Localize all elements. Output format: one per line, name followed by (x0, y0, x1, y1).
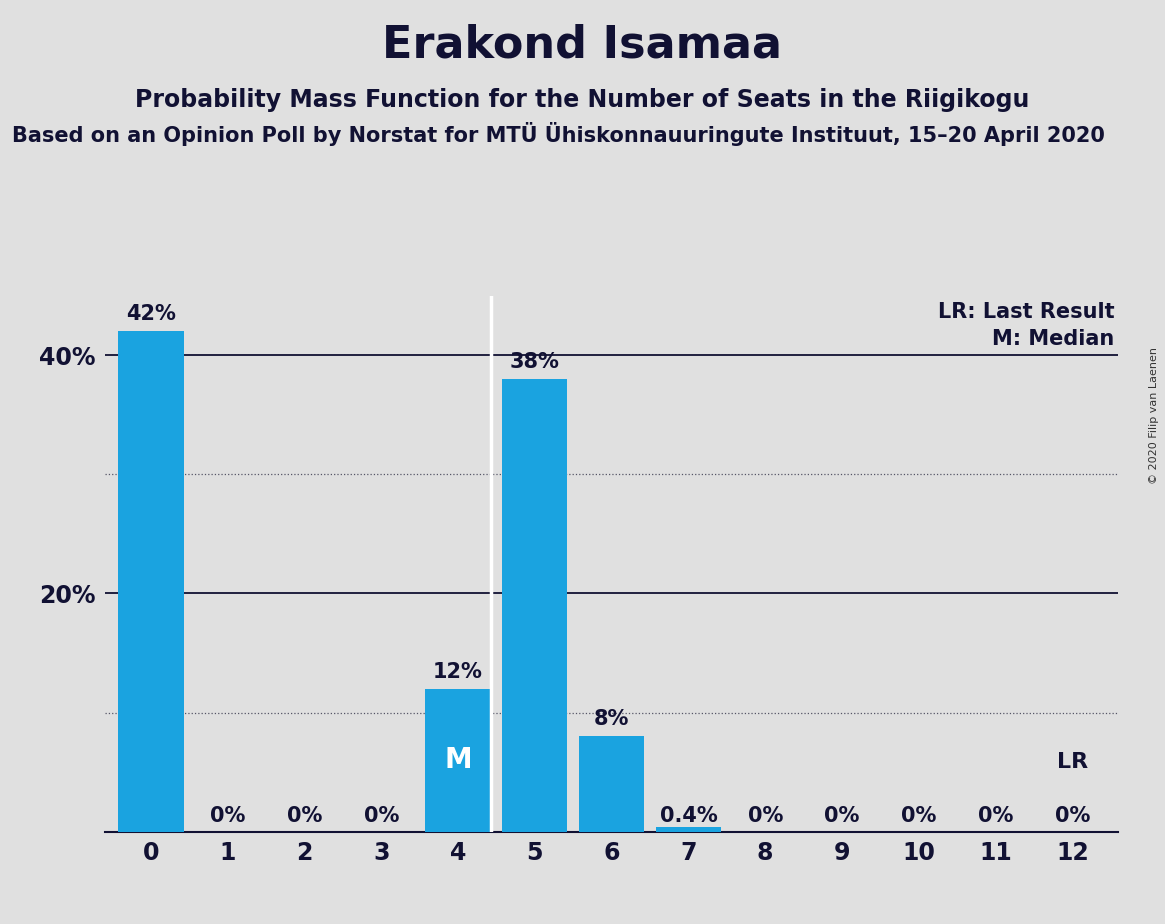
Text: 0%: 0% (977, 806, 1014, 826)
Text: M: M (444, 747, 472, 774)
Bar (579, 736, 644, 832)
Bar (502, 379, 567, 832)
Text: Based on an Opinion Poll by Norstat for MTÜ Ühiskonnauuringute Instituut, 15–20 : Based on an Opinion Poll by Norstat for … (12, 122, 1104, 146)
Bar (119, 332, 184, 832)
Text: 0%: 0% (901, 806, 937, 826)
Text: 0%: 0% (287, 806, 323, 826)
Text: M: Median: M: Median (993, 329, 1115, 349)
Text: 12%: 12% (433, 662, 483, 682)
Text: LR: Last Result: LR: Last Result (938, 301, 1115, 322)
Bar (425, 688, 490, 832)
Text: 38%: 38% (510, 352, 559, 371)
Text: LR: LR (1057, 752, 1088, 772)
Text: 0%: 0% (210, 806, 246, 826)
Bar (656, 827, 721, 832)
Text: 42%: 42% (126, 304, 176, 324)
Text: © 2020 Filip van Laenen: © 2020 Filip van Laenen (1149, 347, 1159, 484)
Text: Erakond Isamaa: Erakond Isamaa (382, 23, 783, 67)
Text: Probability Mass Function for the Number of Seats in the Riigikogu: Probability Mass Function for the Number… (135, 88, 1030, 112)
Text: 0%: 0% (748, 806, 783, 826)
Text: 0.4%: 0.4% (659, 806, 718, 826)
Text: 0%: 0% (1054, 806, 1090, 826)
Text: 0%: 0% (825, 806, 860, 826)
Text: 8%: 8% (594, 710, 629, 729)
Text: 0%: 0% (363, 806, 398, 826)
